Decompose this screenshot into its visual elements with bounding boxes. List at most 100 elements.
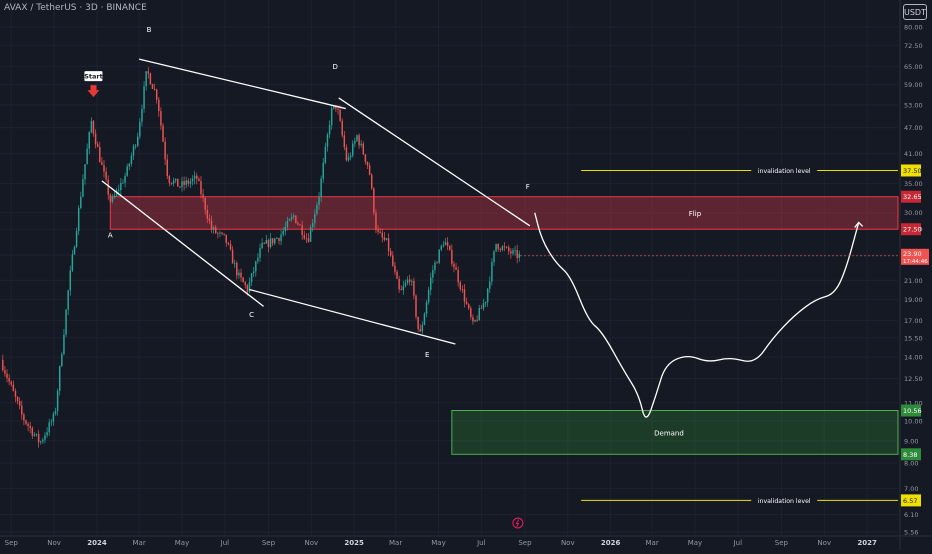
candle-body — [56, 390, 59, 412]
wave-label-e: E — [425, 351, 429, 359]
candle-body — [480, 307, 483, 309]
candle-body — [286, 220, 289, 228]
candle-body — [347, 157, 350, 161]
demand-price-tag — [901, 404, 921, 417]
candle-body — [333, 105, 335, 109]
candle-body — [92, 121, 95, 134]
candle-body — [252, 271, 255, 274]
flash-icon-glyph — [515, 519, 520, 527]
candle-body — [356, 135, 358, 141]
candle-body — [8, 378, 10, 382]
candle-body — [493, 251, 495, 263]
invalidation-label: invalidation level — [758, 498, 811, 505]
candle-body — [341, 120, 343, 136]
x-tick-label: Jul — [220, 539, 230, 547]
candle-body — [484, 302, 487, 304]
candle-body — [136, 136, 139, 146]
candle-body — [90, 121, 93, 133]
candle-body — [248, 281, 251, 292]
candle-body — [263, 243, 265, 244]
candle-body — [35, 433, 38, 435]
candle-body — [261, 243, 263, 249]
wave-label-b: B — [147, 26, 152, 34]
candle-body — [486, 288, 489, 303]
candle-body — [113, 195, 116, 198]
candle-body — [48, 422, 50, 433]
candle-body — [29, 426, 31, 428]
candle-body — [71, 254, 74, 271]
candle-body — [185, 180, 187, 185]
wave-label-d: D — [332, 63, 337, 71]
x-tick-label: Sep — [518, 539, 532, 547]
candle-body — [177, 178, 179, 187]
candle-body — [470, 308, 472, 318]
currency-button[interactable]: USDT — [903, 4, 927, 20]
supply-price-tag-label: 32.65 — [903, 193, 922, 201]
x-tick-label: Mar — [645, 539, 658, 547]
candle-body — [501, 246, 504, 251]
candle-body — [10, 381, 12, 385]
last-price-label: 23.90 — [903, 250, 922, 258]
candle-body — [322, 162, 324, 179]
trendline — [338, 97, 531, 227]
candle-body — [82, 179, 84, 197]
candle-body — [505, 247, 508, 248]
candle-body — [398, 278, 400, 290]
candle-body — [516, 250, 518, 258]
candle-body — [413, 280, 415, 296]
x-tick-label: 2025 — [344, 539, 364, 547]
candle-body — [368, 165, 371, 175]
candle-body — [164, 141, 166, 160]
start-label: Start — [84, 73, 103, 81]
y-tick-label: 35.00 — [904, 180, 923, 188]
candle-body — [63, 334, 65, 355]
candle-body — [463, 289, 466, 302]
candle-body — [324, 146, 327, 163]
invalidation-label-bg — [751, 495, 818, 505]
candle-body — [80, 196, 82, 208]
candle-body — [155, 89, 158, 100]
x-tick-label: 2024 — [87, 539, 107, 547]
candle-body — [434, 262, 436, 270]
candle-body — [396, 271, 398, 279]
candle-body — [385, 238, 388, 240]
x-tick-label: Nov — [817, 539, 831, 547]
y-tick-label: 19.00 — [904, 296, 923, 304]
candle-body — [276, 238, 278, 239]
candle-body — [37, 433, 40, 443]
candle-body — [379, 231, 381, 233]
candle-body — [105, 171, 107, 180]
candle-body — [389, 251, 392, 256]
candle-body — [503, 246, 506, 248]
x-tick-label: Jul — [733, 539, 743, 547]
candle-body — [360, 143, 362, 146]
candle-body — [33, 434, 36, 436]
y-tick-label: 11.00 — [904, 399, 923, 407]
y-tick-label: 17.00 — [904, 317, 923, 325]
x-tick-label: Jul — [476, 539, 486, 547]
candle-body — [191, 178, 194, 182]
candle-body — [145, 71, 147, 87]
candle-body — [174, 178, 177, 181]
event-flash-icon[interactable] — [512, 517, 524, 529]
supply-price-tag-label: 27.50 — [903, 226, 922, 234]
candle-body — [210, 220, 213, 230]
y-tick-label: 7.00 — [904, 485, 918, 493]
y-tick-label: 47.00 — [904, 124, 923, 132]
symbol-title[interactable]: AVAX / TetherUS · 3D · BINANCE — [4, 3, 147, 13]
x-tick-label: Mar — [389, 539, 402, 547]
candle-body — [16, 396, 19, 402]
demand-price-tag-label: 10.56 — [903, 407, 922, 415]
candle-body — [122, 182, 124, 184]
candle-body — [6, 373, 8, 379]
candle-body — [149, 73, 152, 85]
candle-body — [301, 225, 303, 236]
candle-body — [217, 233, 219, 234]
candle-body — [335, 105, 337, 109]
candle-body — [54, 411, 57, 414]
candle-body — [425, 302, 428, 314]
candle-body — [274, 238, 276, 244]
candle-body — [23, 414, 25, 421]
